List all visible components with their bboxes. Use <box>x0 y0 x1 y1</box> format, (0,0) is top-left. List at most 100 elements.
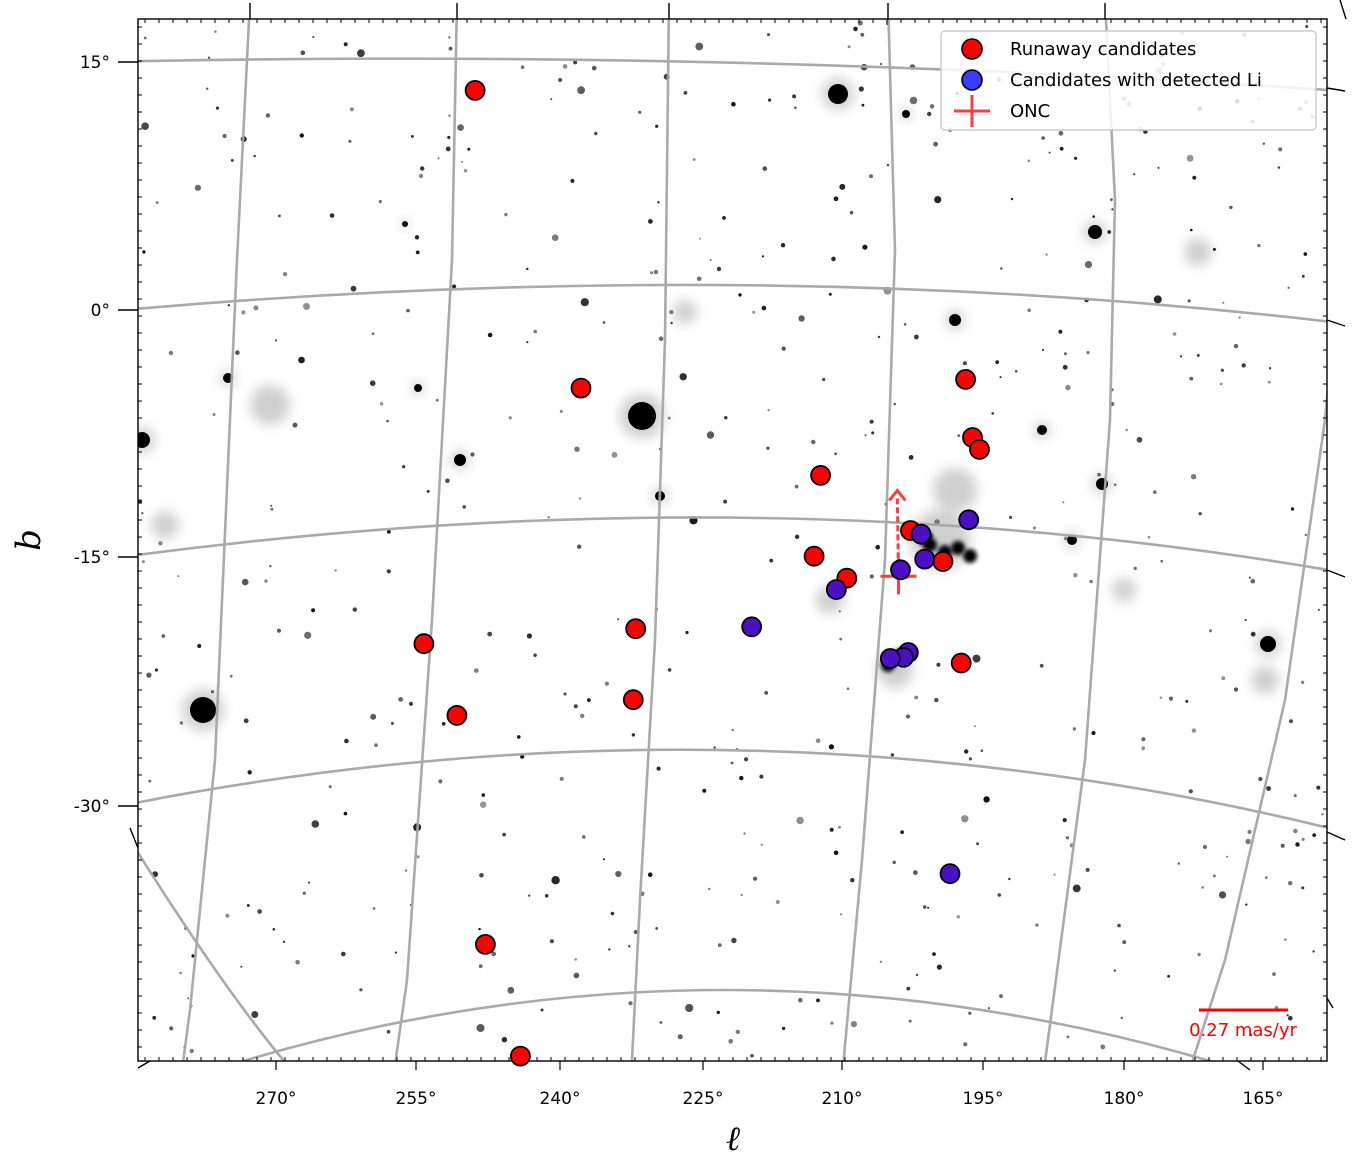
bright-star <box>138 432 150 448</box>
background-star <box>722 216 726 220</box>
background-star <box>611 452 618 458</box>
background-star <box>1045 253 1048 256</box>
bright-star <box>949 314 961 326</box>
background-star <box>141 512 144 515</box>
background-star <box>1284 938 1287 941</box>
background-star <box>677 1034 683 1040</box>
meridian-line <box>394 19 458 1061</box>
background-star <box>1278 147 1283 152</box>
background-star <box>1066 1035 1070 1039</box>
background-star <box>1009 515 1013 520</box>
outer-grid-mark <box>1326 997 1334 1009</box>
parallel-line <box>138 283 1327 323</box>
background-star <box>871 431 875 435</box>
background-star <box>796 816 804 825</box>
background-star <box>999 376 1002 379</box>
y-axis-label: b <box>9 529 49 551</box>
background-star <box>1110 198 1113 202</box>
background-star <box>1125 428 1128 432</box>
background-star <box>187 997 190 1000</box>
bright-star <box>1260 636 1276 652</box>
background-star <box>692 158 696 161</box>
background-star <box>445 478 450 484</box>
background-star <box>533 653 537 657</box>
background-star <box>191 954 195 958</box>
background-star <box>869 574 874 579</box>
background-star <box>391 722 394 725</box>
runaway-candidate-point <box>950 652 972 674</box>
x-tick-label: 195° <box>963 1089 1004 1109</box>
background-star <box>829 827 834 832</box>
outer-grid-mark <box>129 827 139 849</box>
background-star <box>886 164 890 167</box>
lithium-candidate-point <box>890 559 911 581</box>
background-star <box>404 869 408 872</box>
background-star <box>798 997 803 1003</box>
parallel-line <box>138 850 286 1061</box>
background-star <box>349 107 354 112</box>
x-tick-label: 210° <box>822 1089 863 1109</box>
background-star <box>615 870 622 878</box>
plot-area <box>138 19 1327 1061</box>
background-star <box>1084 261 1093 269</box>
background-star <box>544 894 549 898</box>
background-star <box>717 943 722 948</box>
background-star <box>379 402 384 406</box>
background-star <box>576 544 582 549</box>
background-star <box>780 243 786 248</box>
bright-star <box>1067 535 1077 545</box>
x-axis-label: ℓ <box>726 1119 740 1159</box>
background-star <box>1196 353 1200 357</box>
background-star <box>909 96 918 105</box>
background-star <box>508 416 512 420</box>
background-star <box>1290 507 1295 511</box>
background-star <box>759 774 764 779</box>
background-star <box>1188 789 1193 794</box>
background-star <box>1316 785 1321 790</box>
background-star <box>344 738 349 744</box>
background-star <box>716 1010 720 1015</box>
background-star <box>328 785 332 789</box>
background-star <box>292 422 298 428</box>
background-star <box>386 419 389 423</box>
background-star <box>1180 355 1182 358</box>
background-star <box>775 900 780 904</box>
background-star <box>830 1021 834 1025</box>
background-star <box>862 244 868 250</box>
background-star <box>750 1054 754 1058</box>
background-star <box>272 928 276 931</box>
background-star <box>1245 903 1248 906</box>
background-star <box>738 293 742 297</box>
background-star <box>1212 874 1216 878</box>
background-star <box>526 341 529 344</box>
background-star <box>963 1042 968 1047</box>
background-star <box>638 110 642 114</box>
background-star <box>1244 618 1247 622</box>
background-star <box>1238 316 1241 319</box>
background-star <box>667 668 672 672</box>
background-star <box>253 154 256 158</box>
background-star <box>794 106 797 109</box>
background-star <box>1303 252 1308 256</box>
background-star <box>656 766 661 771</box>
background-star <box>282 272 288 277</box>
background-star <box>298 356 305 364</box>
background-star <box>860 32 865 37</box>
parallel-line <box>238 988 1215 1061</box>
background-star <box>1008 877 1011 881</box>
background-star <box>980 749 984 752</box>
background-star <box>879 960 882 963</box>
background-star <box>447 135 451 140</box>
background-star <box>1107 230 1112 234</box>
background-star <box>728 1039 733 1044</box>
background-star <box>304 631 312 639</box>
background-star <box>441 722 446 726</box>
background-star <box>900 830 904 834</box>
background-star <box>740 893 743 897</box>
background-star <box>540 1008 544 1012</box>
background-star <box>766 446 770 450</box>
background-star <box>473 668 479 673</box>
background-star <box>215 106 220 110</box>
background-star <box>716 266 722 272</box>
background-star <box>402 465 406 469</box>
